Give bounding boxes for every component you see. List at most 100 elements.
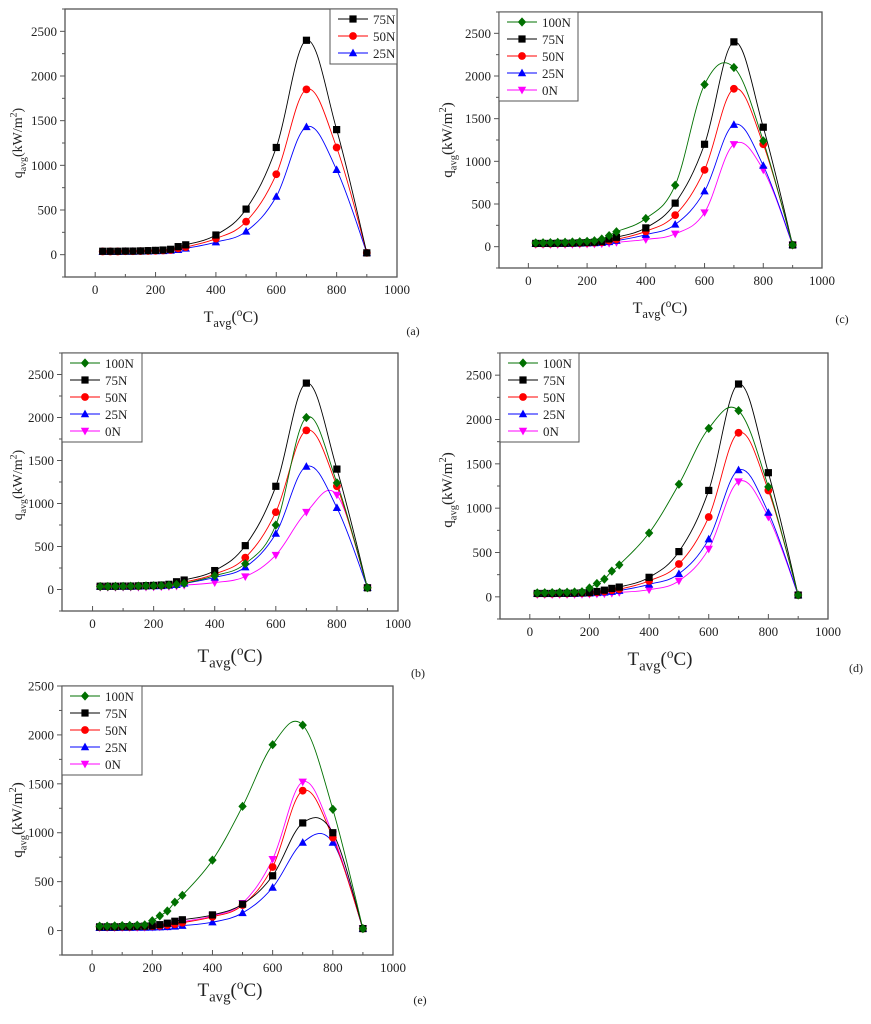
data-point-0N <box>670 230 680 239</box>
data-point-100N <box>592 578 602 589</box>
y-tick-label: 2000 <box>28 727 54 742</box>
data-point-25N <box>268 883 277 891</box>
legend-label: 75N <box>543 373 566 388</box>
y-axis-title-sup: 2 <box>8 454 19 459</box>
data-point-75N <box>129 247 137 255</box>
data-point-75N <box>764 469 772 477</box>
legend: 100N 75N 50N 25N 0N <box>498 11 579 102</box>
data-point-50N <box>272 170 281 179</box>
data-point-100N <box>268 740 277 750</box>
legend-label: 0N <box>543 424 560 439</box>
data-point-100N <box>538 238 548 248</box>
data-point-100N <box>531 238 540 248</box>
legend-marker-circle <box>518 52 526 60</box>
legend-item-0N: 0N <box>508 424 560 439</box>
x-tick-label: 1000 <box>809 273 835 288</box>
x-tick-label: 800 <box>327 616 347 631</box>
y-tick-label: 2500 <box>28 367 54 382</box>
data-point-100N <box>332 478 342 488</box>
x-axis-title-sub: avg <box>209 656 231 672</box>
data-point-75N <box>238 900 247 908</box>
data-point-100N <box>540 588 549 598</box>
data-point-100N <box>134 581 143 591</box>
series-markers-100N <box>95 412 372 593</box>
legend-item-50N: 50N <box>508 390 566 405</box>
data-point-25N <box>332 165 341 173</box>
x-axis-title-unit: C <box>673 649 686 670</box>
x-tick-label: 400 <box>639 624 659 639</box>
data-point-100N <box>241 559 250 569</box>
series-markers-75N <box>99 36 371 257</box>
legend-label: 0N <box>542 83 559 98</box>
data-point-100N <box>126 581 135 591</box>
y-tick-label: 2500 <box>466 368 492 383</box>
data-point-0N <box>241 573 250 581</box>
series-layer <box>531 38 797 250</box>
series-layer <box>95 379 372 593</box>
y-tick-label: 2000 <box>28 410 54 425</box>
data-point-75N <box>136 247 145 255</box>
legend-marker-circle <box>81 393 89 401</box>
y-axis-title-sup: 2 <box>8 787 19 792</box>
y-axis-title-unit: (kW/m <box>11 117 26 157</box>
data-point-100N <box>111 581 120 592</box>
panel-label: (a) <box>406 324 419 338</box>
y-axis-title-main: q <box>440 170 456 178</box>
legend-label: 100N <box>543 356 573 371</box>
y-tick-label: 1000 <box>466 501 492 516</box>
x-tick-label: 600 <box>699 624 719 639</box>
data-point-75N <box>363 249 371 257</box>
data-point-100N <box>759 136 768 146</box>
y-tick-label: 0 <box>48 582 55 597</box>
legend-item-100N: 100N <box>70 356 135 371</box>
data-point-100N <box>125 920 134 931</box>
legend-item-25N: 25N <box>508 407 566 422</box>
data-point-100N <box>575 237 584 247</box>
y-axis-title-close: ) <box>11 107 26 112</box>
data-point-0N <box>210 579 219 588</box>
panel-label: (d) <box>849 661 863 675</box>
x-axis-title-sup: o <box>237 977 244 992</box>
data-point-50N <box>271 508 280 516</box>
y-tick-label: 1500 <box>31 113 57 128</box>
data-point-100N <box>553 237 562 247</box>
x-axis-title-sup: o <box>667 646 674 661</box>
data-point-50N <box>302 426 311 435</box>
y-tick-label: 1000 <box>31 158 57 173</box>
data-point-25N <box>272 192 281 200</box>
legend-marker-triangle-down <box>80 760 90 769</box>
x-tick-label: 600 <box>263 960 283 975</box>
legend-item-75N: 75N <box>338 12 396 27</box>
legend-marker-circle <box>519 393 527 401</box>
data-point-100N <box>704 423 713 433</box>
data-point-75N <box>159 246 167 254</box>
data-point-50N <box>302 85 311 94</box>
legend-item-75N: 75N <box>508 373 566 388</box>
data-point-100N <box>788 240 797 250</box>
data-point-100N <box>600 574 609 584</box>
y-axis-title-close: ) <box>440 452 456 457</box>
legend-label: 50N <box>105 390 128 405</box>
data-point-75N <box>585 588 594 597</box>
series-markers-75N <box>96 819 367 933</box>
y-axis-title-sub: avg <box>449 154 460 170</box>
y-axis-title-main: q <box>10 850 26 858</box>
y-axis-title-close: ) <box>11 449 26 454</box>
legend-item-25N: 25N <box>70 407 128 422</box>
data-point-100N <box>546 237 555 248</box>
x-axis-title-sub: avg <box>213 316 231 330</box>
data-point-75N <box>700 140 709 148</box>
legend-marker-triangle-down <box>80 427 90 436</box>
legend-marker-diamond <box>80 691 90 701</box>
x-axis-title-close: ) <box>686 649 692 670</box>
data-point-25N <box>271 529 281 537</box>
data-point-100N <box>110 921 119 931</box>
y-axis-title-main: q <box>11 171 26 178</box>
x-tick-label: 800 <box>327 282 347 297</box>
panel-label: (e) <box>413 993 426 1007</box>
data-point-100N <box>590 236 599 246</box>
data-point-50N <box>671 211 680 219</box>
data-point-100N <box>363 583 372 593</box>
legend-label: 50N <box>105 723 128 738</box>
data-point-100N <box>328 804 338 814</box>
